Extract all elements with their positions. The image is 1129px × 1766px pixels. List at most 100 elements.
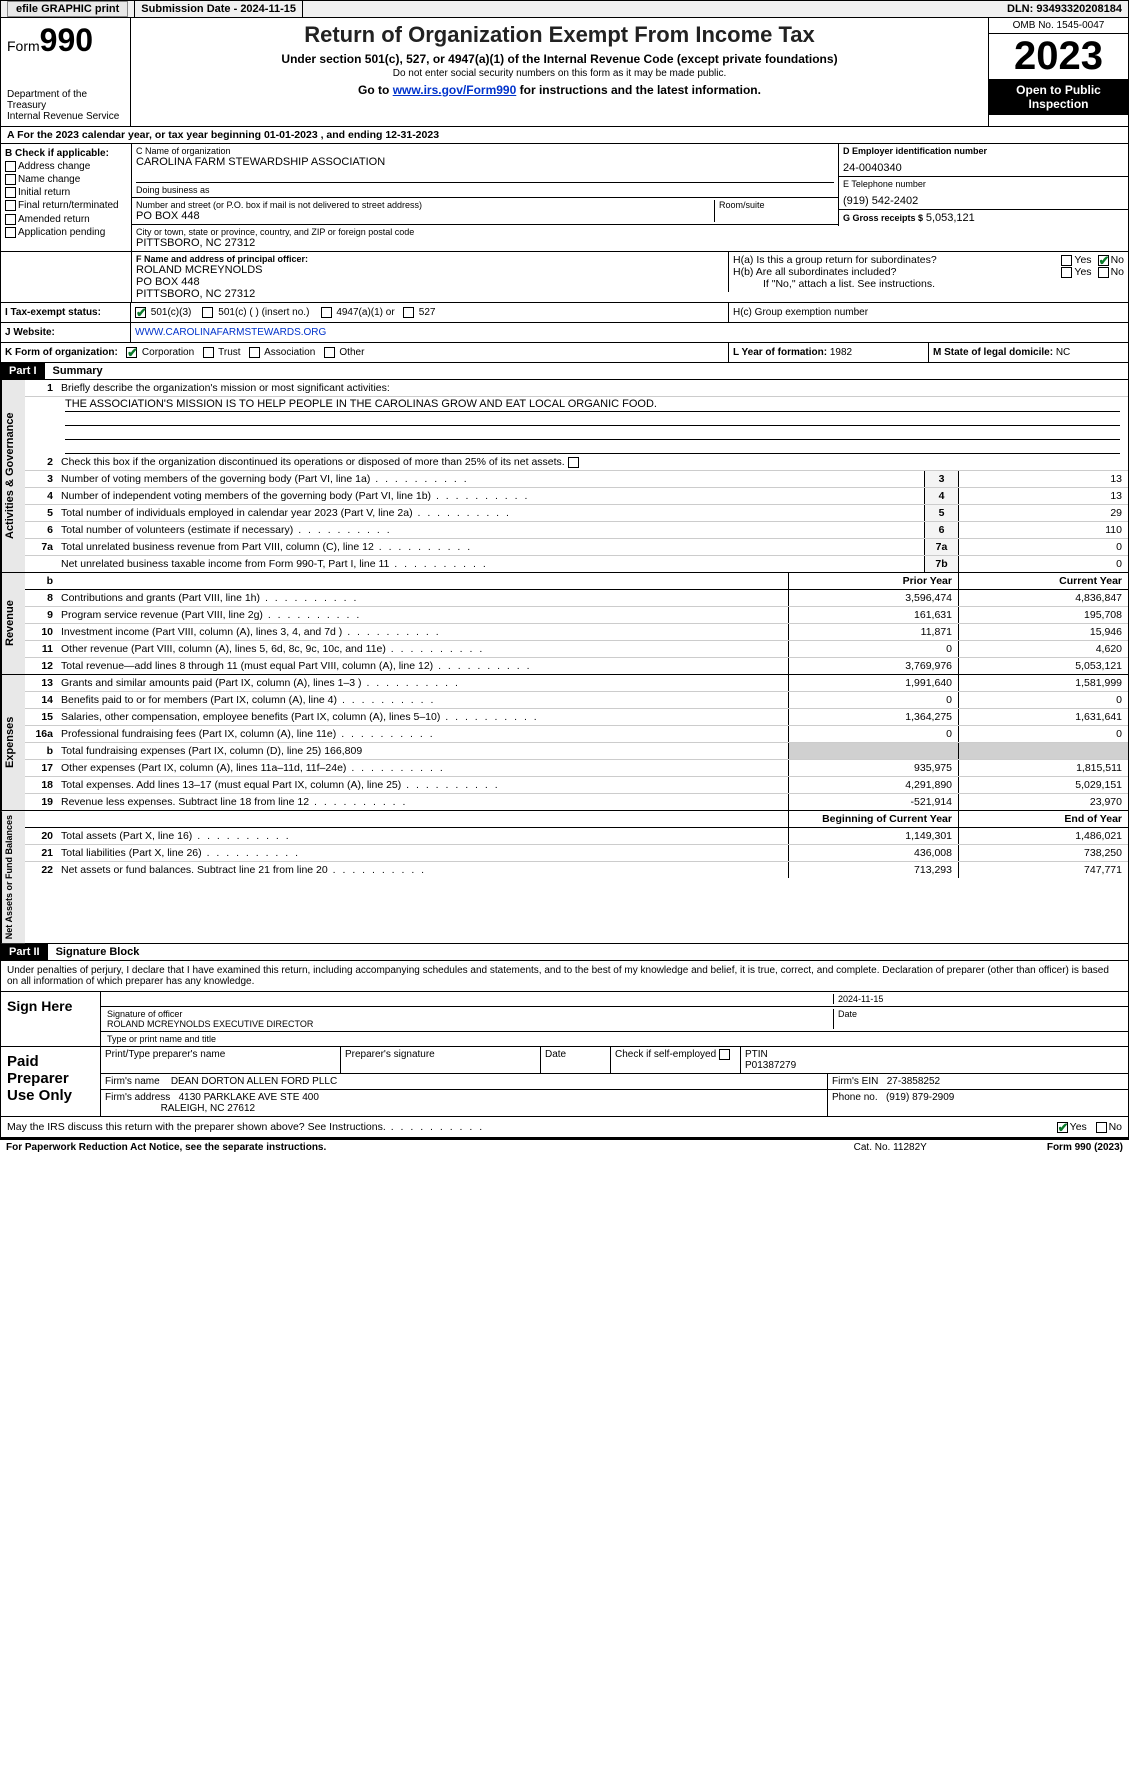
form-number: Form990 (7, 22, 124, 59)
tab-net-assets: Net Assets or Fund Balances (1, 811, 25, 943)
officer-signature-name: ROLAND MCREYNOLDS EXECUTIVE DIRECTOR (107, 1019, 313, 1029)
public-inspection: Open to PublicInspection (989, 79, 1128, 115)
tax-year: 2023 (989, 34, 1128, 79)
phone-label: E Telephone number (843, 179, 1124, 189)
org-name: CAROLINA FARM STEWARDSHIP ASSOCIATION (136, 156, 834, 168)
ck-discuss-no[interactable] (1096, 1122, 1107, 1133)
ck-hb-yes[interactable] (1061, 267, 1072, 278)
signature-block: Sign Here 2024-11-15 Signature of office… (0, 992, 1129, 1047)
phone-value: (919) 542-2402 (843, 195, 1124, 207)
row-j-website: J Website: WWW.CAROLINAFARMSTEWARDS.ORG (0, 323, 1129, 343)
ck-4947[interactable] (321, 307, 332, 318)
officer-addr1: PO BOX 448 (136, 276, 724, 288)
ck-address-change[interactable] (5, 161, 16, 172)
officer-row: F Name and address of principal officer:… (0, 252, 1129, 303)
firm-addr2: RALEIGH, NC 27612 (161, 1103, 256, 1114)
ck-other[interactable] (324, 347, 335, 358)
form-header: Form990 Department of the Treasury Inter… (0, 18, 1129, 127)
paid-preparer-label: Paid Preparer Use Only (1, 1047, 101, 1116)
ein-value: 24-0040340 (843, 162, 1124, 174)
ck-ha-no[interactable] (1098, 255, 1109, 266)
dept-treasury: Department of the Treasury (7, 89, 124, 111)
dln: DLN: 93493320208184 (1001, 1, 1128, 17)
ck-app-pending[interactable] (5, 227, 16, 238)
row-i-tax-status: I Tax-exempt status: 501(c)(3) 501(c) ( … (0, 303, 1129, 323)
firm-addr1: 4130 PARKLAKE AVE STE 400 (179, 1092, 319, 1103)
room-label: Room/suite (714, 200, 834, 222)
city-state-zip: PITTSBORO, NC 27312 (136, 237, 834, 249)
efile-label: efile GRAPHIC print (1, 1, 135, 17)
officer-label: F Name and address of principal officer: (136, 254, 724, 264)
officer-addr2: PITTSBORO, NC 27312 (136, 288, 724, 300)
subtitle-2: Do not enter social security numbers on … (137, 68, 982, 79)
ck-initial-return[interactable] (5, 187, 16, 198)
gross-receipts-value: 5,053,121 (926, 212, 975, 224)
section-net-assets: Net Assets or Fund Balances Beginning of… (0, 811, 1129, 944)
ptin-value: P01387279 (745, 1060, 796, 1071)
tab-governance: Activities & Governance (1, 380, 25, 572)
footer: For Paperwork Reduction Act Notice, see … (0, 1138, 1129, 1155)
ck-discontinued[interactable] (568, 457, 579, 468)
submission-date: Submission Date - 2024-11-15 (135, 1, 303, 17)
paid-preparer-block: Paid Preparer Use Only Print/Type prepar… (0, 1047, 1129, 1117)
print-btn[interactable]: efile GRAPHIC print (7, 1, 128, 17)
dba-label: Doing business as (136, 182, 834, 195)
subtitle-1: Under section 501(c), 527, or 4947(a)(1)… (137, 52, 982, 66)
ck-501c3[interactable] (135, 307, 146, 318)
row-a-tax-year: A For the 2023 calendar year, or tax yea… (0, 127, 1129, 144)
form-label-footer: Form 990 (2023) (1047, 1142, 1123, 1153)
gross-receipts-label: G Gross receipts $ (843, 213, 923, 223)
ck-self-employed[interactable] (719, 1049, 730, 1060)
ein-label: D Employer identification number (843, 146, 1124, 156)
cat-no: Cat. No. 11282Y (854, 1142, 927, 1153)
org-name-label: C Name of organization (136, 146, 834, 156)
h-b-question: H(b) Are all subordinates included? (733, 266, 1061, 278)
city-label: City or town, state or province, country… (136, 227, 834, 237)
year-formation: 1982 (830, 347, 852, 358)
h-c-exemption: H(c) Group exemption number (728, 303, 1128, 322)
ck-trust[interactable] (203, 347, 214, 358)
addr-label: Number and street (or P.O. box if mail i… (136, 200, 714, 210)
penalty-statement: Under penalties of perjury, I declare th… (0, 961, 1129, 992)
top-toolbar: efile GRAPHIC print Submission Date - 20… (0, 0, 1129, 18)
street-address: PO BOX 448 (136, 210, 714, 222)
ck-corp[interactable] (126, 347, 137, 358)
hdr-end-year: End of Year (958, 811, 1128, 827)
part-2-header: Part II Signature Block (0, 944, 1129, 961)
ck-hb-no[interactable] (1098, 267, 1109, 278)
ck-discuss-yes[interactable] (1057, 1122, 1068, 1133)
h-b-note: If "No," attach a list. See instructions… (733, 278, 1124, 290)
ck-ha-yes[interactable] (1061, 255, 1072, 266)
ck-527[interactable] (403, 307, 414, 318)
part-1-header: Part I Summary (0, 363, 1129, 380)
header-grid: B Check if applicable: Address change Na… (0, 144, 1129, 252)
sign-date: 2024-11-15 (838, 994, 883, 1004)
form-title: Return of Organization Exempt From Incom… (137, 22, 982, 48)
row-k-form-org: K Form of organization: Corporation Trus… (0, 343, 1129, 363)
q1-mission: Briefly describe the organization's miss… (57, 380, 1128, 396)
ck-assoc[interactable] (249, 347, 260, 358)
ck-501c[interactable] (202, 307, 213, 318)
section-governance: Activities & Governance 1Briefly describ… (0, 380, 1129, 573)
section-revenue: Revenue b Prior Year Current Year 8Contr… (0, 573, 1129, 675)
tab-expenses: Expenses (1, 675, 25, 810)
sign-here-label: Sign Here (1, 992, 101, 1046)
irs-link[interactable]: www.irs.gov/Form990 (393, 83, 517, 97)
subtitle-3: Go to www.irs.gov/Form990 for instructio… (137, 83, 982, 97)
discuss-row: May the IRS discuss this return with the… (0, 1117, 1129, 1138)
firm-phone: (919) 879-2909 (886, 1092, 954, 1103)
tab-revenue: Revenue (1, 573, 25, 674)
ck-amended[interactable] (5, 214, 16, 225)
hdr-prior-year: Prior Year (788, 573, 958, 589)
hdr-beginning: Beginning of Current Year (788, 811, 958, 827)
firm-name: DEAN DORTON ALLEN FORD PLLC (171, 1076, 337, 1087)
h-a-question: H(a) Is this a group return for subordin… (733, 254, 1061, 266)
state-domicile: NC (1056, 347, 1070, 358)
ck-name-change[interactable] (5, 174, 16, 185)
mission-text: THE ASSOCIATION'S MISSION IS TO HELP PEO… (65, 397, 1120, 412)
section-expenses: Expenses 13Grants and similar amounts pa… (0, 675, 1129, 811)
firm-ein: 27-3858252 (887, 1076, 940, 1087)
ck-final-return[interactable] (5, 200, 16, 211)
website-link[interactable]: WWW.CAROLINAFARMSTEWARDS.ORG (131, 323, 1128, 342)
officer-name: ROLAND MCREYNOLDS (136, 264, 724, 276)
